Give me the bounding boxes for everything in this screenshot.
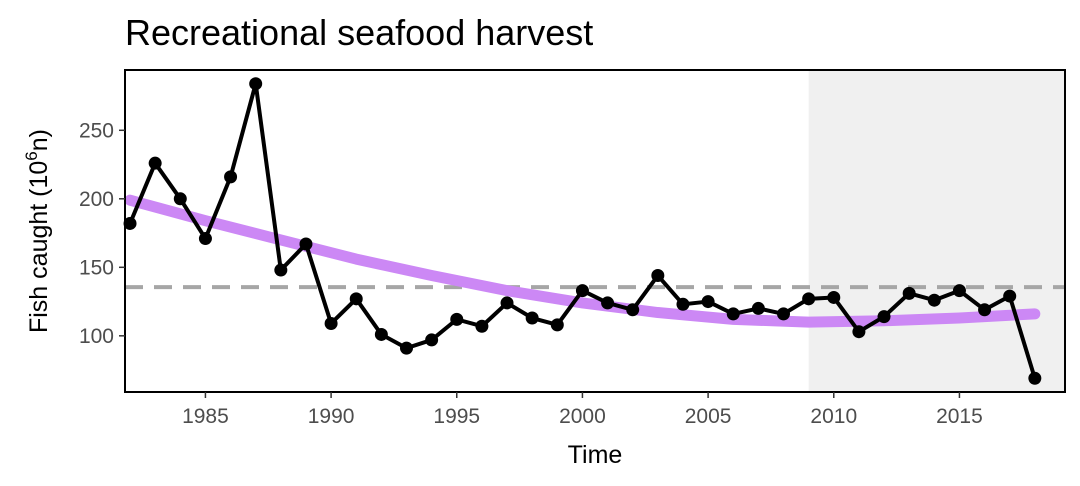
y-axis-title-prefix: Fish caught (10 [25,161,53,333]
y-axis: 100 150 200 250 [79,119,125,348]
data-point [123,216,137,230]
data-point [927,293,941,307]
data-point [827,290,841,304]
shaded-region-layer [808,70,1065,392]
data-point [173,192,187,206]
chart-title: Recreational seafood harvest [125,12,594,53]
data-point [777,307,791,321]
data-point [525,311,539,325]
y-axis-title: Fish caught (106n) [22,129,53,333]
shaded-region [808,70,1065,392]
data-point [1003,289,1017,303]
points-layer [123,77,1042,385]
data-point [374,327,388,341]
data-point [299,237,313,251]
data-point [902,286,916,300]
data-point [802,292,816,306]
data-point [550,318,564,332]
y-tick-label: 150 [79,256,114,279]
data-point [148,156,162,170]
x-tick-label: 1990 [308,405,355,428]
data-point [399,341,413,355]
data-point [575,284,589,298]
x-tick-label: 2005 [685,405,732,428]
data-point [274,263,288,277]
y-tick-label: 100 [79,325,114,348]
data-point [751,301,765,315]
x-tick-label: 2000 [559,405,606,428]
x-axis: 1985 1990 1995 2000 2005 2010 2015 [182,392,983,428]
data-point [475,319,489,333]
y-tick-label: 250 [79,119,114,142]
y-axis-title-superscript: 6 [22,151,41,160]
data-point [198,232,212,246]
data-point [978,303,992,317]
x-tick-label: 1985 [182,405,229,428]
data-point [450,312,464,326]
data-point [601,296,615,310]
data-point [626,303,640,317]
data-point [676,297,690,311]
x-axis-title: Time [568,441,623,469]
data-point [952,284,966,298]
plot-panel-border [124,69,1066,393]
data-point [852,325,866,339]
x-tick-label: 1995 [433,405,480,428]
data-point [224,170,238,184]
x-tick-label: 2010 [810,405,857,428]
data-point [1028,371,1042,385]
data-point [651,269,665,283]
data-point [500,296,514,310]
data-point [349,292,363,306]
data-point [726,307,740,321]
x-tick-label: 2015 [936,405,983,428]
data-point [249,77,263,91]
y-tick-label: 200 [79,188,114,211]
data-point [425,333,439,347]
data-point [701,295,715,309]
y-axis-title-suffix: n) [25,129,53,151]
data-point [877,310,891,324]
data-point [324,316,338,330]
